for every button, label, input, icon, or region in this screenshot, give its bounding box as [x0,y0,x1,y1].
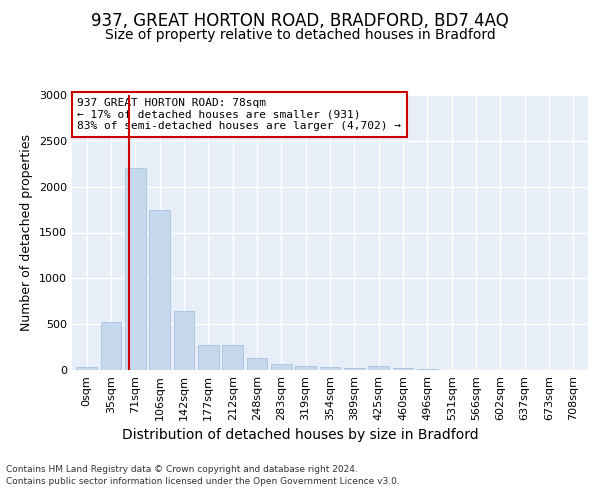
Bar [392,368,413,370]
Bar [76,367,97,370]
Bar [344,368,365,370]
Bar [247,358,268,370]
Bar [125,168,146,370]
Text: 937, GREAT HORTON ROAD, BRADFORD, BD7 4AQ: 937, GREAT HORTON ROAD, BRADFORD, BD7 4A… [91,12,509,30]
Bar [222,345,243,370]
Text: Size of property relative to detached houses in Bradford: Size of property relative to detached ho… [104,28,496,42]
Text: 937 GREAT HORTON ROAD: 78sqm
← 17% of detached houses are smaller (931)
83% of s: 937 GREAT HORTON ROAD: 78sqm ← 17% of de… [77,98,401,131]
Text: Distribution of detached houses by size in Bradford: Distribution of detached houses by size … [122,428,478,442]
Bar [173,312,194,370]
Y-axis label: Number of detached properties: Number of detached properties [20,134,34,331]
Bar [320,367,340,370]
Bar [101,322,121,370]
Bar [271,364,292,370]
Bar [368,366,389,370]
Text: Contains HM Land Registry data © Crown copyright and database right 2024.: Contains HM Land Registry data © Crown c… [6,465,358,474]
Bar [417,368,438,370]
Bar [149,210,170,370]
Text: Contains public sector information licensed under the Open Government Licence v3: Contains public sector information licen… [6,478,400,486]
Bar [295,366,316,370]
Bar [198,345,218,370]
